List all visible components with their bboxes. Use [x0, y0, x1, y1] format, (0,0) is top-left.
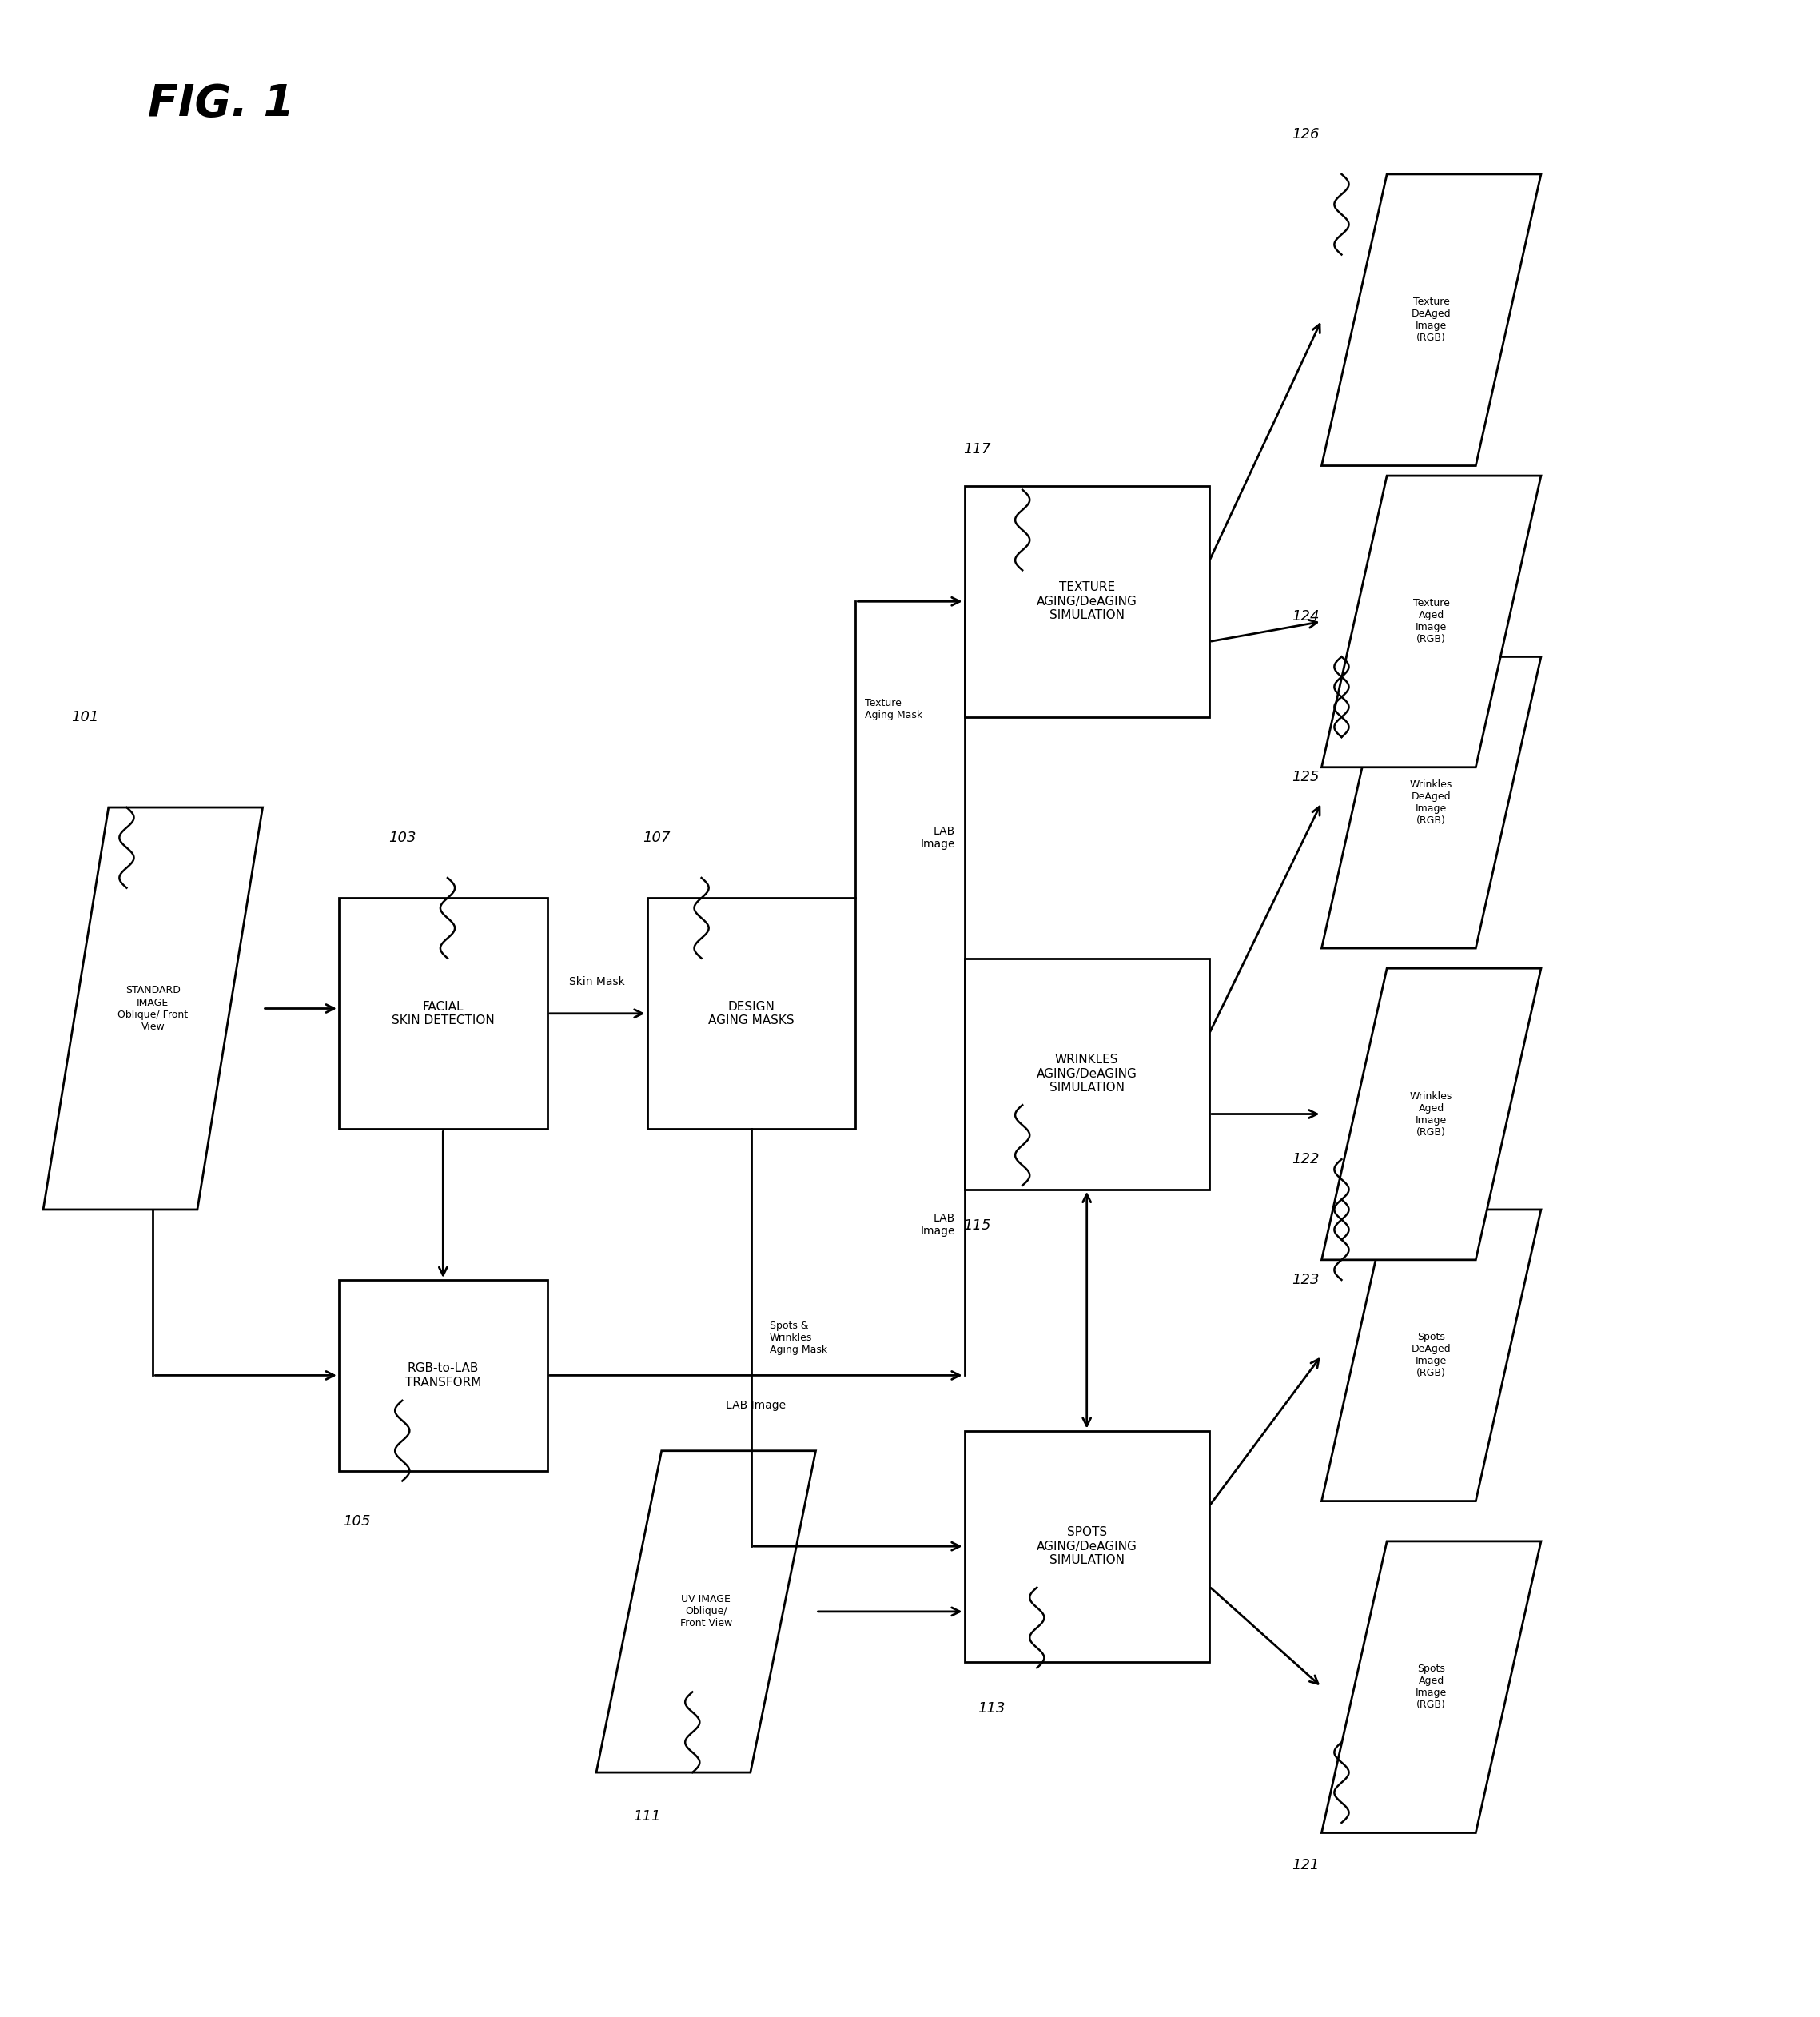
Polygon shape	[1321, 1210, 1542, 1501]
Text: Spots
DeAged
Image
(RGB): Spots DeAged Image (RGB)	[1412, 1331, 1451, 1378]
Text: 113: 113	[977, 1700, 1005, 1714]
Text: SPOTS
AGING/DeAGING
SIMULATION: SPOTS AGING/DeAGING SIMULATION	[1037, 1527, 1138, 1565]
Text: Wrinkles
DeAged
Image
(RGB): Wrinkles DeAged Image (RGB)	[1410, 779, 1452, 825]
Polygon shape	[1321, 1541, 1542, 1833]
FancyBboxPatch shape	[339, 898, 548, 1130]
Text: TEXTURE
AGING/DeAGING
SIMULATION: TEXTURE AGING/DeAGING SIMULATION	[1037, 581, 1138, 621]
Text: 126: 126	[1292, 127, 1319, 141]
FancyBboxPatch shape	[648, 898, 855, 1130]
Polygon shape	[597, 1450, 815, 1773]
Text: WRINKLES
AGING/DeAGING
SIMULATION: WRINKLES AGING/DeAGING SIMULATION	[1037, 1055, 1138, 1093]
FancyBboxPatch shape	[339, 1281, 548, 1470]
Text: RGB-to-LAB
TRANSFORM: RGB-to-LAB TRANSFORM	[404, 1361, 480, 1388]
Polygon shape	[44, 807, 262, 1210]
Text: 123: 123	[1292, 1273, 1319, 1287]
Text: LAB Image: LAB Image	[726, 1400, 786, 1410]
Text: 111: 111	[633, 1809, 661, 1823]
Text: Texture
Aged
Image
(RGB): Texture Aged Image (RGB)	[1412, 599, 1451, 645]
Text: FACIAL
SKIN DETECTION: FACIAL SKIN DETECTION	[391, 1000, 495, 1027]
Text: Texture
Aging Mask: Texture Aging Mask	[864, 698, 923, 720]
Text: UV IMAGE
Oblique/
Front View: UV IMAGE Oblique/ Front View	[681, 1593, 732, 1630]
Text: 107: 107	[642, 831, 670, 845]
Text: LAB
Image: LAB Image	[921, 825, 956, 849]
Text: 125: 125	[1292, 770, 1319, 785]
Polygon shape	[1321, 173, 1542, 466]
Text: 122: 122	[1292, 1152, 1319, 1166]
FancyBboxPatch shape	[965, 958, 1208, 1190]
Text: Wrinkles
Aged
Image
(RGB): Wrinkles Aged Image (RGB)	[1410, 1091, 1452, 1138]
Text: Skin Mask: Skin Mask	[570, 976, 624, 988]
Text: Spots &
Wrinkles
Aging Mask: Spots & Wrinkles Aging Mask	[770, 1321, 826, 1355]
Text: LAB
Image: LAB Image	[921, 1212, 956, 1236]
Text: 117: 117	[963, 442, 990, 456]
Text: 121: 121	[1292, 1858, 1319, 1872]
Text: 105: 105	[344, 1515, 371, 1529]
Polygon shape	[1321, 658, 1542, 948]
Text: 101: 101	[71, 710, 98, 724]
Text: Spots
Aged
Image
(RGB): Spots Aged Image (RGB)	[1416, 1664, 1447, 1710]
Text: FIG. 1: FIG. 1	[147, 83, 295, 125]
Text: Texture
DeAged
Image
(RGB): Texture DeAged Image (RGB)	[1412, 296, 1451, 343]
Text: DESIGN
AGING MASKS: DESIGN AGING MASKS	[708, 1000, 794, 1027]
Polygon shape	[1321, 476, 1542, 766]
Text: STANDARD
IMAGE
Oblique/ Front
View: STANDARD IMAGE Oblique/ Front View	[118, 986, 187, 1031]
Text: 124: 124	[1292, 609, 1319, 623]
FancyBboxPatch shape	[965, 486, 1208, 716]
Text: 115: 115	[963, 1218, 990, 1232]
FancyBboxPatch shape	[965, 1430, 1208, 1662]
Polygon shape	[1321, 968, 1542, 1261]
Text: 103: 103	[388, 831, 417, 845]
